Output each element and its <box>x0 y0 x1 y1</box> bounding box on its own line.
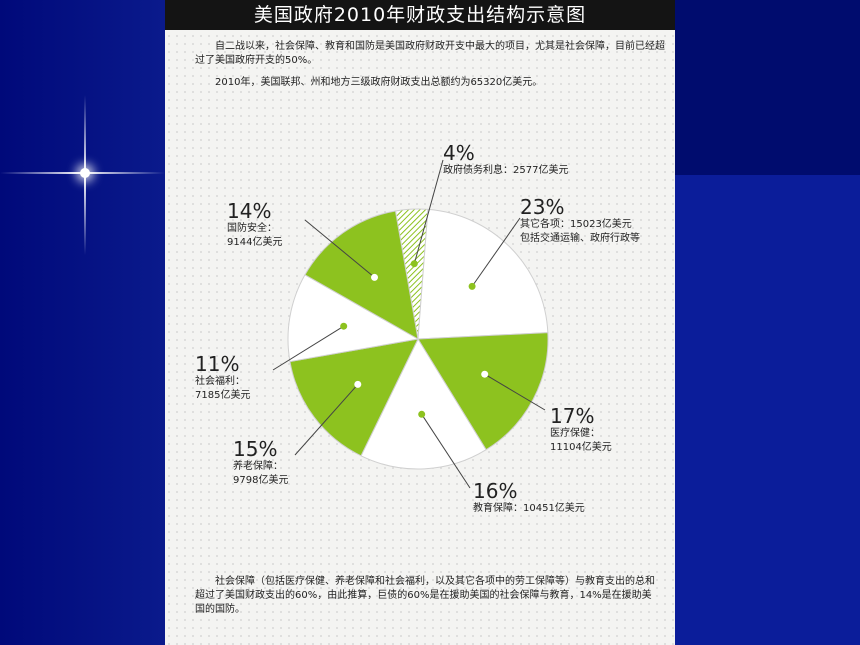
label-welfare: 11% 社会福利： 7185亿美元 <box>195 353 250 403</box>
background-left <box>0 0 165 645</box>
slice-dot-other <box>468 282 476 290</box>
slice-pct-other: 23% <box>520 195 565 219</box>
pie-chart <box>272 159 549 489</box>
slice-amount-pension: 9798亿美元 <box>233 475 289 486</box>
intro-text: 自二战以来，社会保障、教育和国防是美国政府财政开支中最大的项目，尤其是社会保障，… <box>195 40 665 90</box>
leader-line-welfare <box>272 325 344 371</box>
label-medical: 17% 医疗保健： 11104亿美元 <box>550 405 612 455</box>
slice-dot-medical <box>481 370 489 378</box>
leader-line-debt-interest <box>413 159 444 264</box>
slice-name-debt-interest: 政府债务利息： <box>443 165 513 176</box>
slice-name-welfare: 社会福利： <box>195 376 245 387</box>
label-debt-interest: 4% 政府债务利息：2577亿美元 <box>443 142 568 178</box>
slide-panel: 美国政府2010年财政支出结构示意图 自二战以来，社会保障、教育和国防是美国政府… <box>165 0 675 645</box>
background-right-bottom <box>675 175 860 645</box>
chart-title: 美国政府2010年财政支出结构示意图 <box>165 0 675 30</box>
pie-slice-education <box>360 337 487 470</box>
slice-pct-pension: 15% <box>233 437 278 461</box>
slice-pct-education: 16% <box>473 479 518 503</box>
label-defense: 14% 国防安全： 9144亿美元 <box>227 200 282 250</box>
intro-line-1: 自二战以来，社会保障、教育和国防是美国政府财政开支中最大的项目，尤其是社会保障，… <box>195 41 665 66</box>
leader-line-education <box>421 414 471 489</box>
slice-amount-medical: 11104亿美元 <box>550 442 612 453</box>
pie-slice-medical <box>417 332 549 451</box>
slice-pct-medical: 17% <box>550 404 595 428</box>
intro-line-2: 2010年，美国联邦、州和地方三级政府财政支出总额约为65320亿美元。 <box>215 77 543 88</box>
slice-name-medical: 医疗保健： <box>550 428 600 439</box>
slice-dot-pension <box>354 380 362 388</box>
slice-name-education: 教育保障： <box>473 503 523 514</box>
slice-amount-welfare: 7185亿美元 <box>195 390 251 401</box>
slice-note-other: 包括交通运输、政府行政等 <box>520 233 640 244</box>
label-other: 23% 其它各项：15023亿美元 包括交通运输、政府行政等 <box>520 196 640 246</box>
label-pension: 15% 养老保障： 9798亿美元 <box>233 438 288 488</box>
leader-line-pension <box>294 384 359 456</box>
slice-dot-welfare <box>340 322 348 330</box>
pie-slice-pension <box>289 338 419 457</box>
slice-dot-debt-interest <box>410 260 418 268</box>
pie-slice-other <box>417 208 549 340</box>
leader-line-medical <box>484 373 546 411</box>
slice-dot-education <box>418 410 426 418</box>
slice-name-pension: 养老保障： <box>233 461 283 472</box>
footer-text: 社会保障（包括医疗保健、养老保障和社会福利，以及其它各项中的劳工保障等）与教育支… <box>195 576 655 615</box>
pie-slice-welfare <box>287 274 420 363</box>
slice-amount-education: 10451亿美元 <box>523 503 585 514</box>
background-right-top <box>675 0 860 175</box>
slice-dot-defense <box>371 273 378 281</box>
slice-pct-welfare: 11% <box>195 352 240 376</box>
label-education: 16% 教育保障：10451亿美元 <box>473 480 585 516</box>
slice-pct-debt-interest: 4% <box>443 141 475 165</box>
leader-line-defense <box>304 219 375 278</box>
slice-name-defense: 国防安全： <box>227 223 277 234</box>
slice-amount-debt-interest: 2577亿美元 <box>513 165 569 176</box>
footer-note: 社会保障（包括医疗保健、养老保障和社会福利，以及其它各项中的劳工保障等）与教育支… <box>195 575 655 617</box>
slice-name-other: 其它各项： <box>520 219 570 230</box>
slice-pct-defense: 14% <box>227 199 272 223</box>
leader-line-other <box>471 217 521 287</box>
slice-amount-defense: 9144亿美元 <box>227 237 283 248</box>
sparkle-icon <box>80 168 90 178</box>
slice-amount-other: 15023亿美元 <box>570 219 632 230</box>
